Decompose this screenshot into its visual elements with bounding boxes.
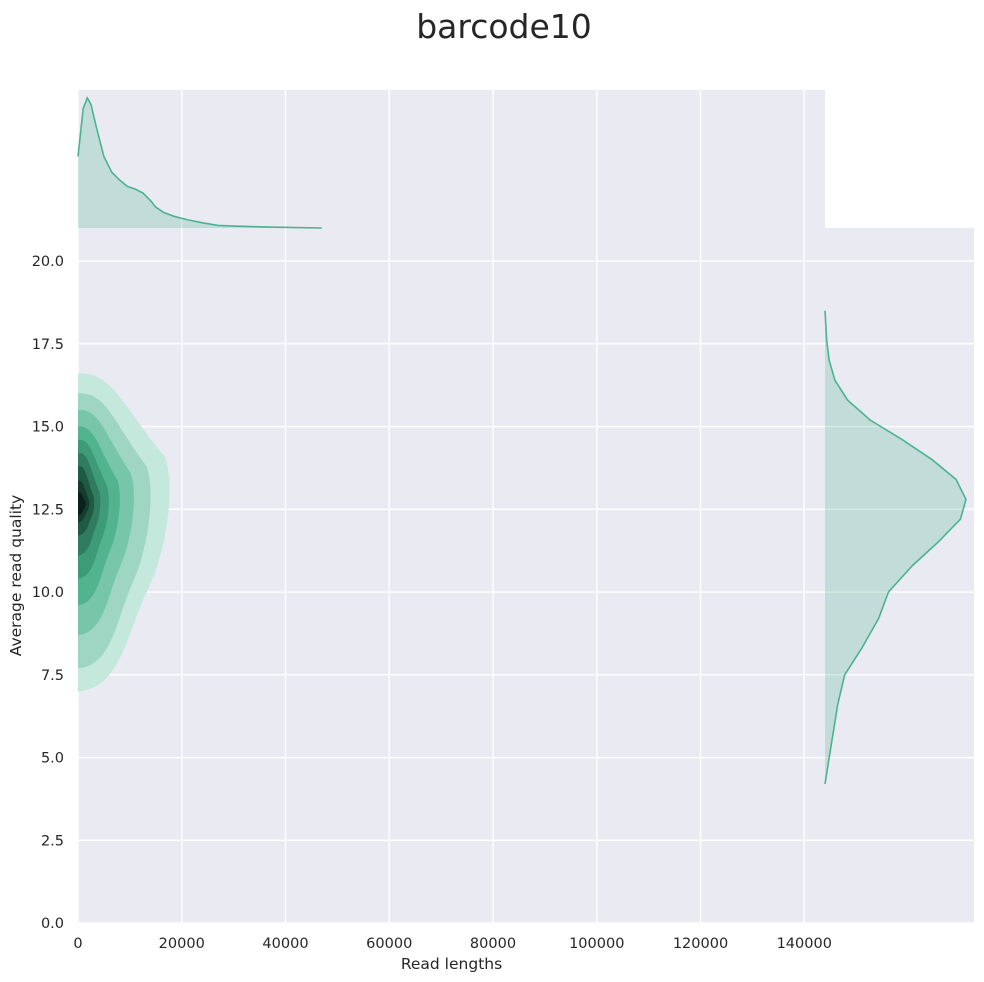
x-tick-label: 0 [73, 936, 82, 952]
joint-plot-area [78, 228, 825, 923]
x-tick-label: 20000 [159, 936, 205, 952]
y-tick-labels: 0.0 2.5 5.0 7.5 10.0 12.5 15.0 17.5 20.0 [32, 254, 64, 932]
joint-grid [77, 228, 825, 924]
marginal-x-plot-area [78, 90, 825, 228]
chart-title: barcode10 [416, 7, 592, 46]
y-axis-label: Average read quality [7, 495, 25, 656]
kde-contour-level-9 [78, 492, 86, 516]
x-tick-label: 100000 [569, 936, 624, 952]
x-tick-label: 120000 [673, 936, 728, 952]
marginal-y-axes [824, 228, 974, 924]
marginal-y-grid [825, 260, 974, 924]
y-tick-label: 0.0 [41, 916, 64, 932]
x-tick-label: 140000 [777, 936, 832, 952]
marginal-x-kde-fill [78, 98, 322, 228]
y-tick-label: 5.0 [41, 751, 64, 767]
joint-kde-contours [78, 373, 170, 692]
x-axis-label: Read lengths [401, 955, 502, 973]
y-tick-label: 17.5 [32, 337, 64, 353]
marginal-x-kde-line [77, 96, 322, 229]
marginal-y-kde-fill [825, 310, 966, 784]
y-tick-label: 2.5 [41, 833, 64, 849]
y-tick-label: 12.5 [32, 502, 64, 518]
y-tick-label: 20.0 [32, 254, 64, 270]
joint-axes: 0 20000 40000 60000 80000 100000 120000 140000 … [7, 228, 832, 973]
y-tick-label: 7.5 [41, 668, 64, 684]
x-tick-label: 40000 [262, 936, 308, 952]
y-tick-label: 15.0 [32, 420, 64, 436]
x-tick-label: 60000 [366, 936, 412, 952]
x-tick-label: 80000 [470, 936, 516, 952]
marginal-x-axes [77, 90, 825, 229]
marginal-y-kde-line [824, 310, 967, 785]
y-tick-label: 10.0 [32, 585, 64, 601]
x-tick-labels: 0 20000 40000 60000 80000 100000 120000 140000 [73, 936, 832, 952]
marginal-x-grid [77, 90, 805, 228]
